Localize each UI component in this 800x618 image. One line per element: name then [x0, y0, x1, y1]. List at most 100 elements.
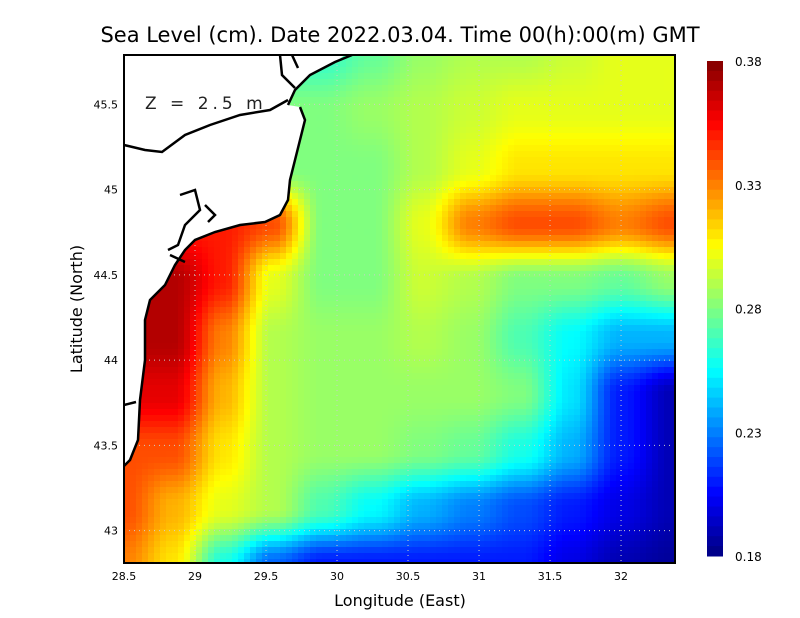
- heatmap-cell: [286, 205, 292, 211]
- heatmap-cell: [154, 307, 160, 313]
- heatmap-cell: [262, 271, 268, 277]
- heatmap-cell: [268, 247, 274, 253]
- heatmap-cell: [418, 55, 424, 61]
- heatmap-cell: [472, 193, 478, 199]
- heatmap-cell: [658, 55, 664, 61]
- heatmap-cell: [598, 145, 604, 151]
- heatmap-cell: [520, 67, 526, 73]
- heatmap-cell: [598, 361, 604, 367]
- heatmap-cell: [526, 223, 532, 229]
- heatmap-cell: [394, 223, 400, 229]
- heatmap-cell: [340, 79, 346, 85]
- heatmap-cell: [442, 325, 448, 331]
- heatmap-cell: [580, 319, 586, 325]
- heatmap-cell: [580, 325, 586, 331]
- heatmap-cell: [370, 265, 376, 271]
- heatmap-cell: [394, 271, 400, 277]
- heatmap-cell: [364, 163, 370, 169]
- heatmap-cell: [442, 199, 448, 205]
- heatmap-cell: [574, 211, 580, 217]
- heatmap-cell: [568, 157, 574, 163]
- heatmap-cell: [286, 241, 292, 247]
- heatmap-cell: [160, 373, 166, 379]
- heatmap-cell: [418, 127, 424, 133]
- heatmap-cell: [268, 343, 274, 349]
- heatmap-cell: [340, 283, 346, 289]
- heatmap-cell: [412, 175, 418, 181]
- heatmap-cell: [496, 373, 502, 379]
- heatmap-cell: [454, 103, 460, 109]
- heatmap-cell: [370, 295, 376, 301]
- heatmap-cell: [508, 55, 514, 61]
- heatmap-cell: [646, 55, 652, 61]
- heatmap-cell: [646, 217, 652, 223]
- heatmap-cell: [262, 325, 268, 331]
- heatmap-cell: [646, 145, 652, 151]
- heatmap-cell: [202, 241, 208, 247]
- heatmap-cell: [610, 67, 616, 73]
- heatmap-cell: [478, 151, 484, 157]
- heatmap-cell: [304, 133, 310, 139]
- heatmap-cell: [544, 259, 550, 265]
- heatmap-cell: [280, 265, 286, 271]
- heatmap-cell: [532, 61, 538, 67]
- heatmap-cell: [556, 301, 562, 307]
- heatmap-cell: [382, 265, 388, 271]
- heatmap-cell: [490, 289, 496, 295]
- heatmap-cell: [598, 259, 604, 265]
- heatmap-cell: [262, 253, 268, 259]
- heatmap-cell: [190, 265, 196, 271]
- heatmap-cell: [550, 181, 556, 187]
- heatmap-cell: [322, 313, 328, 319]
- heatmap-cell: [628, 181, 634, 187]
- heatmap-cell: [586, 61, 592, 67]
- heatmap-cell: [394, 133, 400, 139]
- heatmap-cell: [454, 295, 460, 301]
- heatmap-cell: [496, 193, 502, 199]
- heatmap-cell: [418, 343, 424, 349]
- heatmap-cell: [424, 61, 430, 67]
- heatmap-cell: [382, 85, 388, 91]
- heatmap-cell: [574, 91, 580, 97]
- heatmap-cell: [424, 337, 430, 343]
- heatmap-cell: [346, 271, 352, 277]
- heatmap-cell: [598, 271, 604, 277]
- heatmap-cell: [478, 97, 484, 103]
- heatmap-cell: [262, 259, 268, 265]
- heatmap-cell: [322, 169, 328, 175]
- heatmap-cell: [604, 271, 610, 277]
- heatmap-cell: [652, 223, 658, 229]
- heatmap-cell: [520, 109, 526, 115]
- heatmap-cell: [208, 289, 214, 295]
- heatmap-cell: [448, 67, 454, 73]
- heatmap-cell: [634, 151, 640, 157]
- heatmap-cell: [526, 229, 532, 235]
- heatmap-cell: [598, 175, 604, 181]
- heatmap-cell: [598, 79, 604, 85]
- heatmap-cell: [460, 373, 466, 379]
- heatmap-cell: [466, 199, 472, 205]
- heatmap-cell: [616, 151, 622, 157]
- heatmap-cell: [538, 181, 544, 187]
- heatmap-cell: [262, 379, 268, 385]
- heatmap-cell: [340, 295, 346, 301]
- heatmap-cell: [340, 217, 346, 223]
- heatmap-cell: [478, 169, 484, 175]
- heatmap-cell: [484, 205, 490, 211]
- heatmap-cell: [208, 265, 214, 271]
- heatmap-cell: [154, 331, 160, 337]
- heatmap-cell: [280, 277, 286, 283]
- heatmap-cell: [328, 223, 334, 229]
- heatmap-cell: [370, 79, 376, 85]
- heatmap-cell: [550, 115, 556, 121]
- heatmap-cell: [352, 139, 358, 145]
- heatmap-cell: [550, 109, 556, 115]
- heatmap-cell: [556, 289, 562, 295]
- heatmap-cell: [412, 97, 418, 103]
- heatmap-cell: [340, 265, 346, 271]
- heatmap-cell: [526, 127, 532, 133]
- heatmap-cell: [526, 121, 532, 127]
- heatmap-cell: [304, 91, 310, 97]
- heatmap-cell: [628, 103, 634, 109]
- heatmap-cell: [520, 247, 526, 253]
